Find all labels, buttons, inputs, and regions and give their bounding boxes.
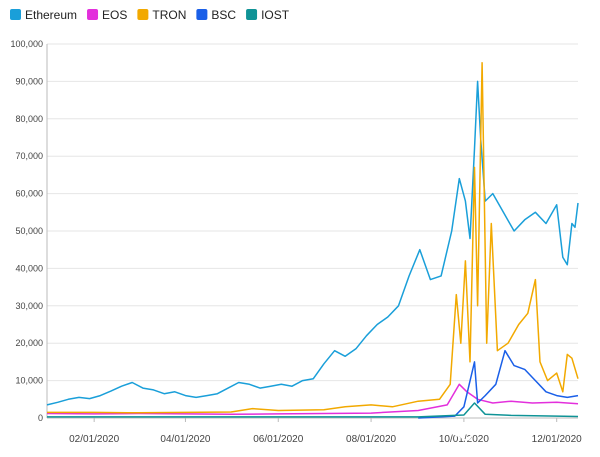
plot-area xyxy=(46,61,579,419)
grid-lines xyxy=(46,43,578,419)
x-tick-label: 06/01/2020 xyxy=(253,434,303,445)
legend-label-bsc: BSC xyxy=(211,8,236,22)
x-tick-label: 12/01/2020 xyxy=(532,434,582,445)
y-tick-label: 0 xyxy=(38,413,43,423)
watermark-text: DappRadar榜单 xyxy=(476,422,561,437)
y-tick-label: 20,000 xyxy=(15,338,43,348)
legend-label-eos: EOS xyxy=(102,8,127,22)
y-tick-label: 60,000 xyxy=(15,189,43,199)
legend-swatch-eos xyxy=(87,9,99,20)
legend-label-tron: TRON xyxy=(152,8,186,22)
legend-swatch-tron xyxy=(137,9,149,20)
legend-label-iost: IOST xyxy=(261,8,290,22)
y-tick-label: 50,000 xyxy=(15,226,43,236)
y-tick-label: 10,000 xyxy=(15,376,43,386)
y-tick-label: 80,000 xyxy=(15,114,43,124)
series-line-eos xyxy=(46,383,579,416)
y-tick-label: 70,000 xyxy=(15,151,43,161)
legend: Ethereum EOS TRON BSC IOST xyxy=(10,8,290,22)
series-line-tron xyxy=(47,61,579,414)
legend-swatch-ethereum xyxy=(10,9,21,20)
wechat-icon xyxy=(452,423,472,441)
x-tick-label: 08/01/2020 xyxy=(346,434,396,445)
legend-swatch-bsc xyxy=(196,9,208,20)
y-tick-label: 90,000 xyxy=(15,76,43,86)
series-line-iost xyxy=(47,402,579,418)
x-tick-label: 02/01/2020 xyxy=(69,434,119,445)
legend-swatch-iost xyxy=(246,9,258,20)
x-tick-label: 04/01/2020 xyxy=(160,434,210,445)
y-axis: 0 10,000 20,000 30,000 40,000 50,000 60,000 70,… xyxy=(10,39,43,423)
y-tick-label: 100,000 xyxy=(10,39,43,49)
series-line-ethereum xyxy=(46,80,579,406)
y-tick-label: 30,000 xyxy=(15,301,43,311)
y-tick-label: 40,000 xyxy=(15,263,43,273)
series-line-bsc xyxy=(418,349,579,419)
watermark: DappRadar榜单 xyxy=(452,422,561,441)
legend-label-ethereum: Ethereum xyxy=(25,8,77,22)
